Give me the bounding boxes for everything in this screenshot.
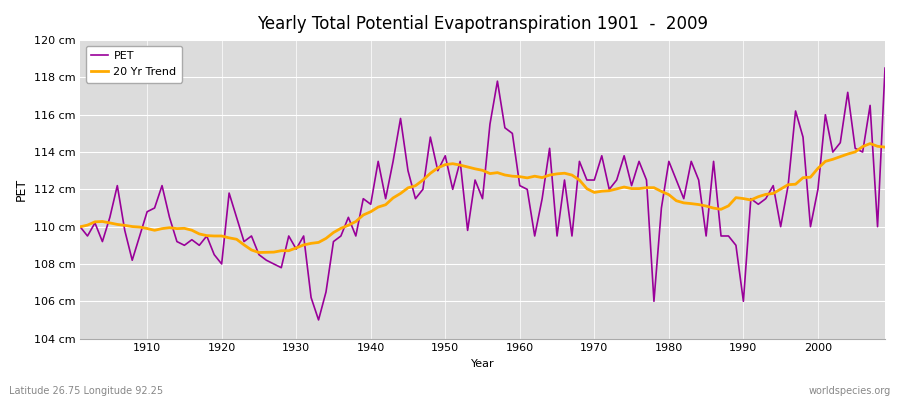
20 Yr Trend: [522, 176, 533, 180]
Text: worldspecies.org: worldspecies.org: [809, 386, 891, 396]
Title: Yearly Total Potential Evapotranspiration 1901  -  2009: Yearly Total Potential Evapotranspiratio…: [257, 15, 708, 33]
20 Yr Trend: [134, 225, 145, 230]
X-axis label: Year: Year: [471, 359, 494, 369]
PET: [522, 187, 533, 192]
PET: [313, 318, 324, 322]
20 Yr Trend: [515, 174, 526, 179]
Y-axis label: PET: PET: [15, 178, 28, 201]
20 Yr Trend: [611, 186, 622, 191]
20 Yr Trend: [75, 224, 86, 229]
Text: Latitude 26.75 Longitude 92.25: Latitude 26.75 Longitude 92.25: [9, 386, 163, 396]
20 Yr Trend: [350, 219, 361, 224]
PET: [134, 234, 145, 238]
PET: [75, 224, 86, 229]
20 Yr Trend: [865, 141, 876, 146]
PET: [879, 66, 890, 70]
Line: PET: PET: [80, 68, 885, 320]
20 Yr Trend: [254, 250, 265, 255]
PET: [515, 183, 526, 188]
PET: [298, 234, 309, 238]
20 Yr Trend: [306, 241, 317, 246]
PET: [611, 178, 622, 182]
PET: [350, 234, 361, 238]
Line: 20 Yr Trend: 20 Yr Trend: [80, 144, 885, 252]
20 Yr Trend: [879, 145, 890, 150]
Legend: PET, 20 Yr Trend: PET, 20 Yr Trend: [86, 46, 182, 82]
